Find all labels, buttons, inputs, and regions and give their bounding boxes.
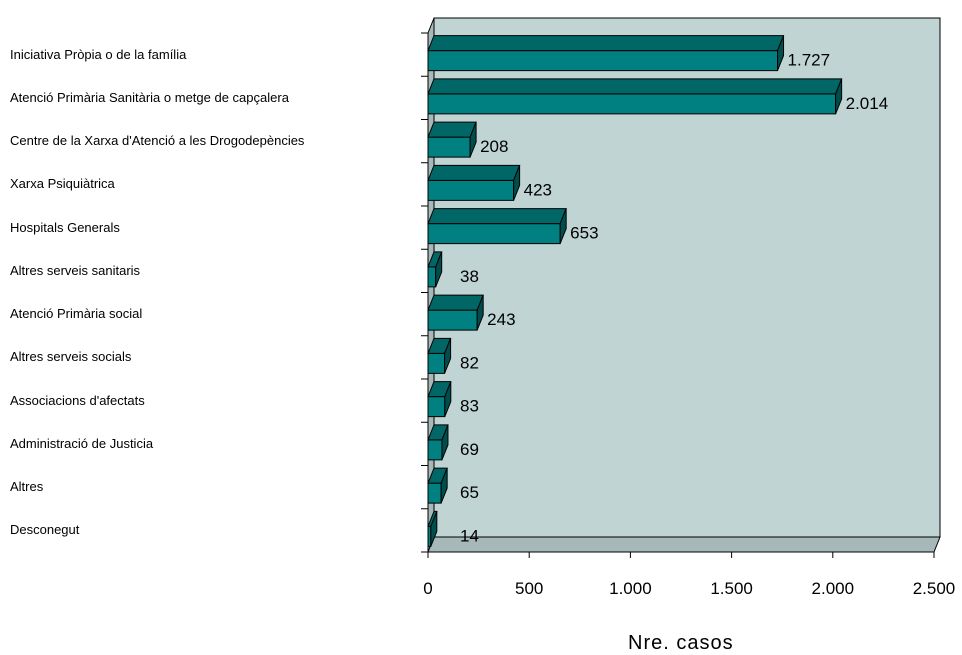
bar <box>427 352 446 374</box>
category-label: Centre de la Xarxa d'Atenció a les Drogo… <box>10 133 305 149</box>
x-tick-label: 1.500 <box>710 579 753 598</box>
bar-side <box>440 467 448 504</box>
data-label: 83 <box>460 397 479 416</box>
bar-side <box>444 338 452 374</box>
x-axis-title: Nre. casos <box>628 632 734 654</box>
bar-top <box>427 294 484 311</box>
data-label: 208 <box>480 137 508 156</box>
x-tick-label: 2.500 <box>913 579 956 598</box>
bar-side <box>435 251 443 288</box>
category-label: Atenció Primària social <box>10 306 143 322</box>
x-tick-label: 1.000 <box>609 579 652 598</box>
category-label: Associacions d'afectats <box>10 392 145 408</box>
data-label: 14 <box>460 526 479 545</box>
bar-side <box>513 165 521 201</box>
bar <box>427 136 471 158</box>
bar <box>427 482 442 504</box>
bar-side <box>835 78 843 115</box>
category-label: Atenció Primària Sanitària o metge de ca… <box>10 89 289 105</box>
bar <box>427 50 779 72</box>
bar <box>427 223 561 245</box>
data-label: 1.727 <box>788 51 831 70</box>
data-label: 2.014 <box>846 94 889 113</box>
bar <box>427 93 837 115</box>
data-label: 65 <box>460 483 479 502</box>
x-tick-label: 2.000 <box>812 579 855 598</box>
bar-top <box>427 121 477 138</box>
x-tick-label: 0 <box>423 579 432 598</box>
category-label: Altres <box>10 479 44 495</box>
category-label: Altres serveis sanitaris <box>10 262 141 278</box>
data-label: 243 <box>487 310 515 329</box>
data-label: 653 <box>570 224 598 243</box>
category-label: Desconegut <box>10 522 80 538</box>
bar <box>427 396 446 418</box>
bar <box>427 309 478 331</box>
bar-top <box>427 78 843 95</box>
bar <box>427 439 443 461</box>
bar <box>427 179 515 201</box>
bar <box>427 266 437 288</box>
data-label: 82 <box>460 353 479 372</box>
category-label: Xarxa Psiquiàtrica <box>10 176 115 192</box>
data-label: 38 <box>460 267 479 286</box>
bar-top <box>427 208 567 225</box>
bar-side <box>441 424 449 461</box>
data-label: 69 <box>460 440 479 459</box>
bar-side <box>777 35 785 71</box>
x-tick-label: 500 <box>515 579 543 598</box>
bar-side <box>469 121 477 158</box>
category-label: Altres serveis socials <box>10 349 132 365</box>
plot-floor <box>427 536 941 553</box>
bar-top <box>427 164 521 181</box>
bar-side <box>559 208 567 244</box>
data-label: 423 <box>524 180 552 199</box>
bar-side <box>430 511 438 547</box>
category-label: Administració de Justicia <box>10 435 154 451</box>
category-label: Hospitals Generals <box>10 219 120 235</box>
bar-side <box>476 294 484 331</box>
bar-top <box>427 35 785 52</box>
bar-side <box>444 381 452 417</box>
category-label: Iniciativa Pròpia o de la família <box>10 46 187 62</box>
